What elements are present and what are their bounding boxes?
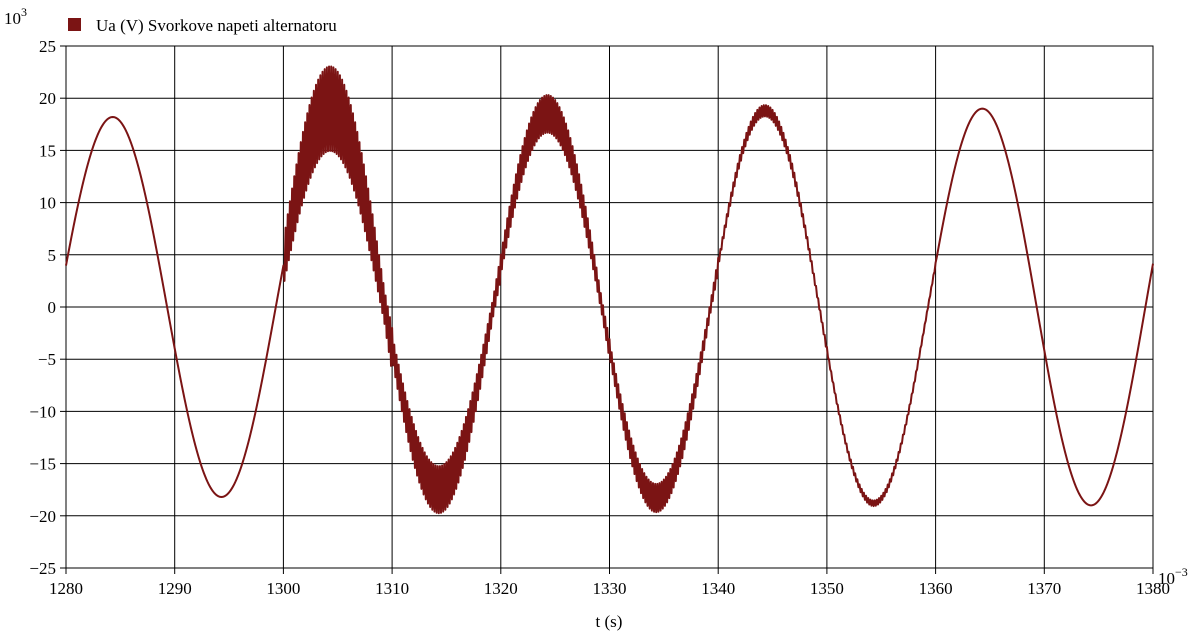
- y-tick-label: 0: [48, 298, 57, 317]
- x-tick-labels: 1280 1290 1300 1310 1320 1330 1340 1350 1360 1370…: [49, 568, 1170, 598]
- x-tick-label: 1330: [593, 579, 627, 598]
- x-tick-label: 1300: [266, 579, 300, 598]
- x-tick-label: 1290: [158, 579, 192, 598]
- x-tick-label: 1340: [701, 579, 735, 598]
- y-tick-label: 10: [39, 194, 56, 213]
- legend: Ua (V) Svorkove napeti alternatoru: [68, 16, 337, 35]
- x-axis-title: t (s): [596, 612, 623, 631]
- y-tick-label: 5: [48, 246, 57, 265]
- x-tick-label: 1370: [1027, 579, 1061, 598]
- x-tick-label: 1280: [49, 579, 83, 598]
- legend-swatch: [68, 18, 81, 31]
- y-multiplier-exp: 3: [21, 5, 27, 19]
- y-tick-labels: 25 20 15 10 5 0 −5 −10 −15 −20 −25: [29, 37, 66, 578]
- x-tick-label: 1350: [810, 579, 844, 598]
- y-multiplier: 103: [4, 5, 27, 28]
- y-tick-label: 25: [39, 37, 56, 56]
- y-tick-label: −20: [29, 507, 56, 526]
- series-line-ua: [65, 65, 1154, 515]
- x-tick-label: 1310: [375, 579, 409, 598]
- grid-lines: [65, 45, 1154, 569]
- y-tick-label: −15: [29, 455, 56, 474]
- y-tick-label: −10: [29, 402, 56, 421]
- x-tick-label: 1360: [919, 579, 953, 598]
- x-tick-label: 1320: [484, 579, 518, 598]
- y-tick-label: 20: [39, 89, 56, 108]
- y-tick-label: 15: [39, 141, 56, 160]
- x-tick-label: 1380: [1136, 579, 1170, 598]
- y-tick-label: −5: [38, 350, 56, 369]
- y-tick-label: −25: [29, 559, 56, 578]
- x-multiplier: 10−3: [1158, 565, 1188, 588]
- legend-label: Ua (V) Svorkove napeti alternatoru: [96, 16, 337, 35]
- x-multiplier-exp: −3: [1175, 565, 1188, 579]
